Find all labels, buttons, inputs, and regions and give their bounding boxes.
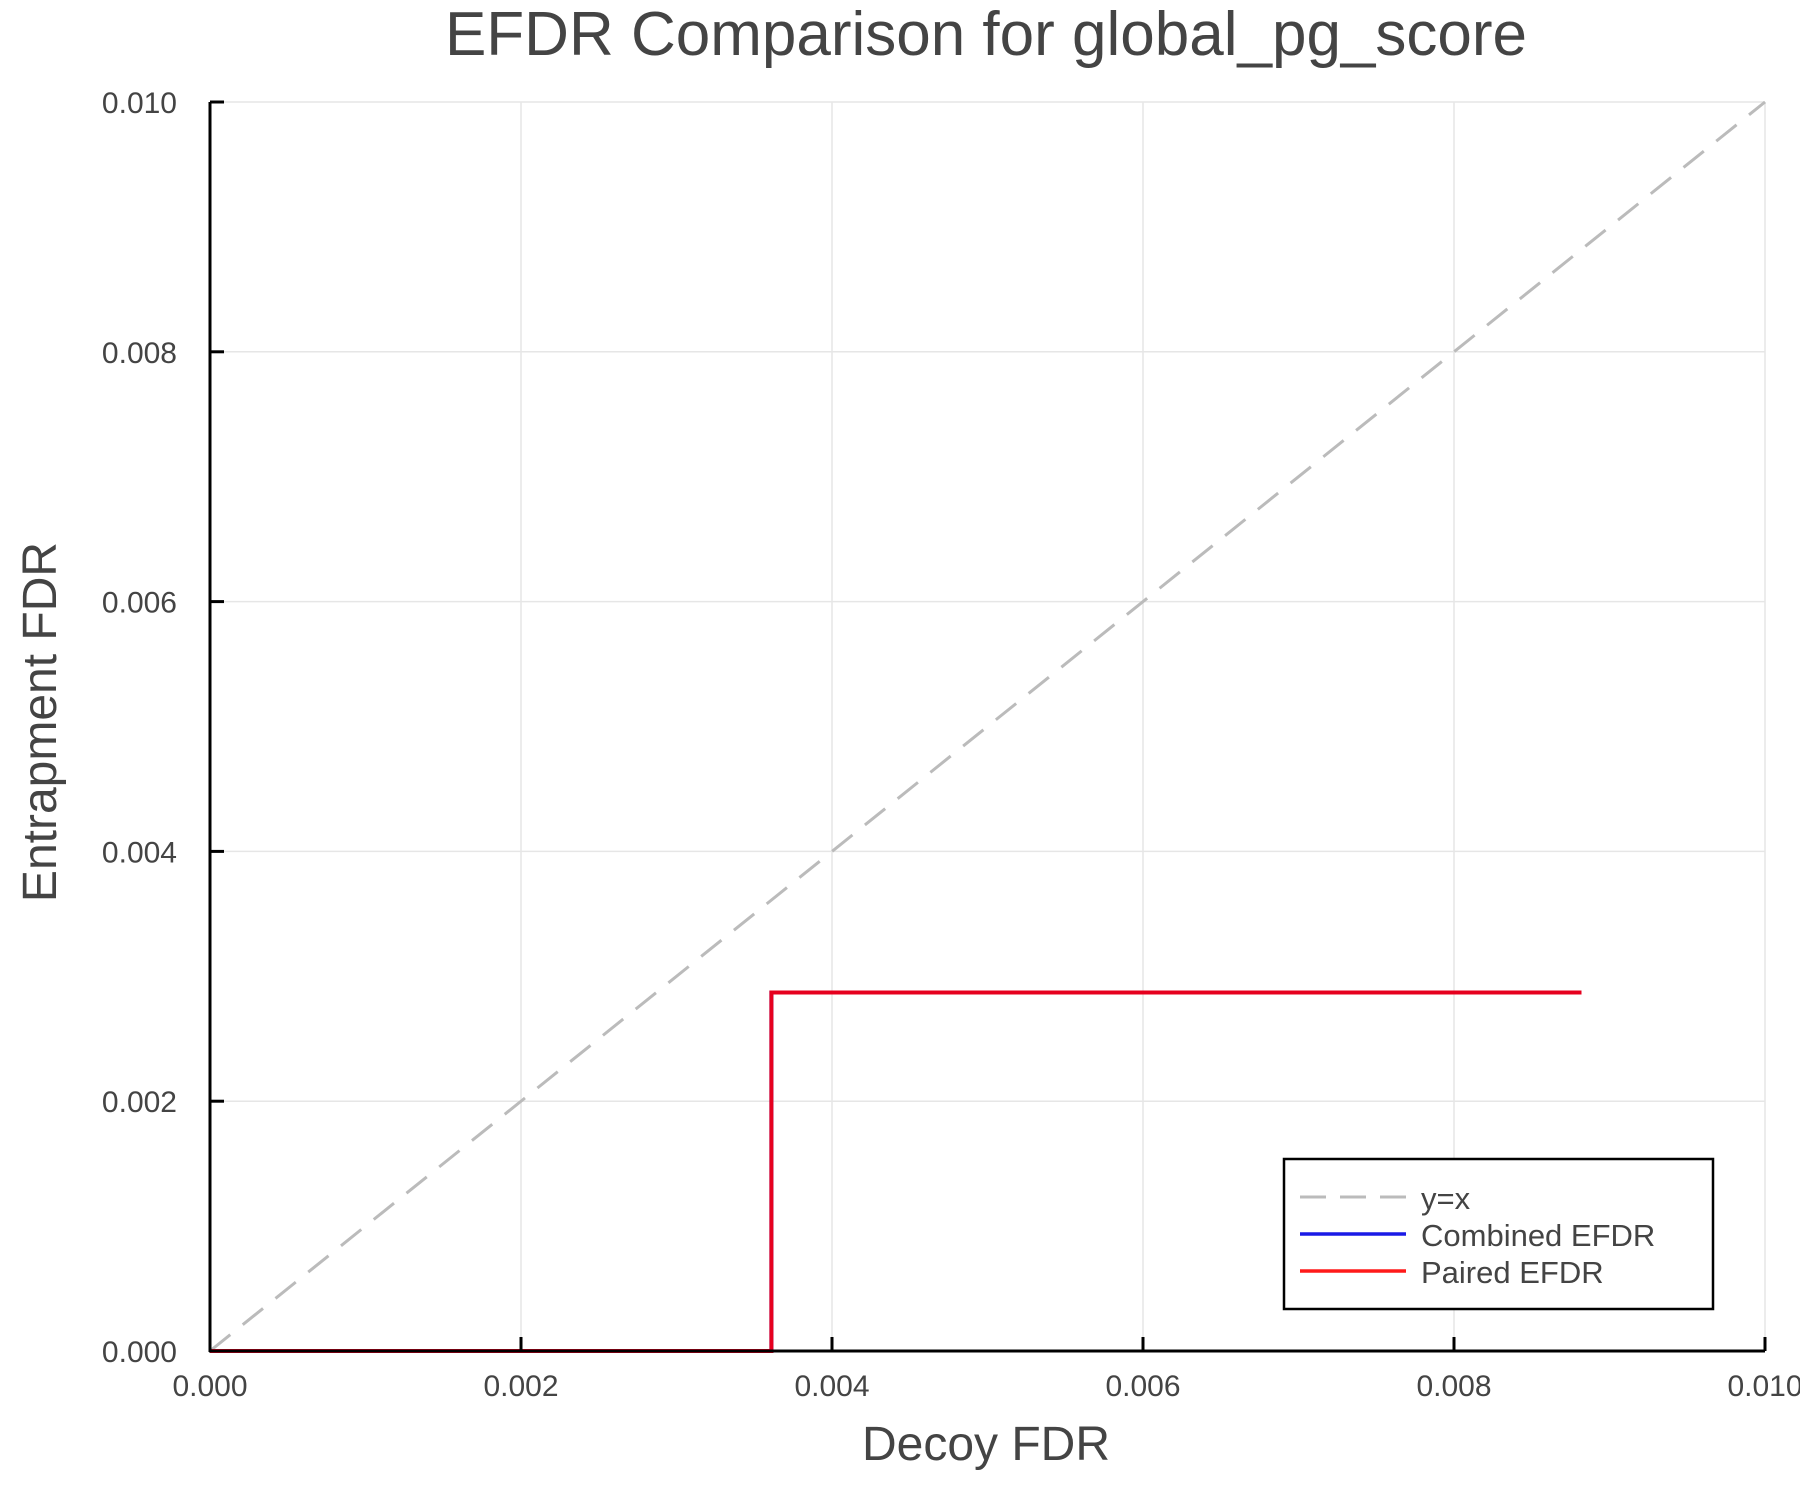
y-tick-label: 0.004 (102, 836, 177, 869)
legend-label-combined-efdr: Combined EFDR (1421, 1218, 1655, 1253)
legend: y=x Combined EFDR Paired EFDR (1282, 1157, 1715, 1311)
x-tick-label: 0.008 (1416, 1370, 1491, 1403)
y-tick-label: 0.000 (102, 1336, 177, 1369)
legend-label-y-equals-x: y=x (1421, 1181, 1471, 1216)
x-tick-label: 0.010 (1727, 1370, 1800, 1403)
x-tick-label: 0.002 (483, 1370, 558, 1403)
legend-label-paired-efdr: Paired EFDR (1421, 1255, 1604, 1290)
y-tick-label: 0.010 (102, 87, 177, 120)
axis-ticks: 0.000 0.002 0.004 0.006 0.008 0.010 0.000 0.002… (102, 87, 1800, 1403)
x-tick-label: 0.000 (172, 1370, 247, 1403)
chart-title: EFDR Comparison for global_pg_score (445, 0, 1527, 69)
y-tick-label: 0.006 (102, 587, 177, 620)
series-y-x-line (209, 100, 1766, 1353)
grid-lines (210, 101, 1766, 1351)
y-axis-label: Entrapment FDR (14, 542, 67, 902)
y-tick-label: 0.008 (102, 337, 177, 370)
x-tick-label: 0.004 (794, 1370, 869, 1403)
x-tick-label: 0.006 (1105, 1370, 1180, 1403)
y-tick-label: 0.002 (102, 1086, 177, 1119)
x-axis-label: Decoy FDR (862, 1418, 1110, 1471)
